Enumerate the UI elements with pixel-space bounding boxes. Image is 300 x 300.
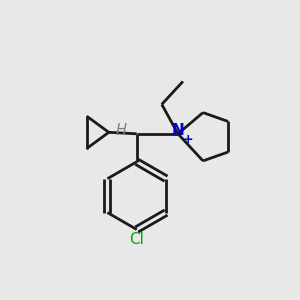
Text: N: N bbox=[172, 123, 184, 138]
Text: +: + bbox=[182, 133, 193, 146]
Text: H: H bbox=[116, 123, 127, 138]
Text: Cl: Cl bbox=[129, 232, 144, 247]
